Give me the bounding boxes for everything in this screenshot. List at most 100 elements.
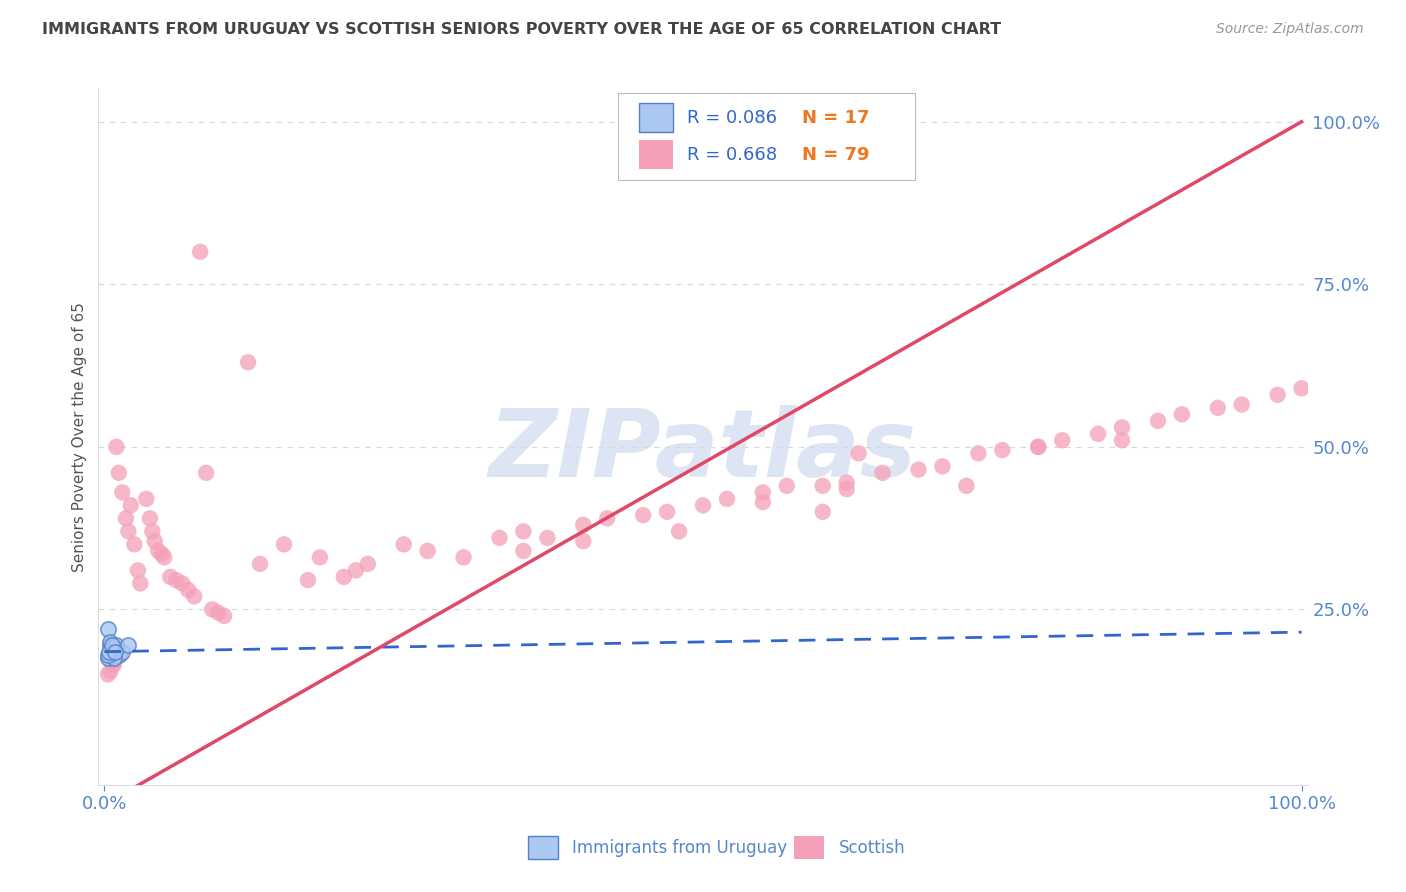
- Point: [195, 466, 218, 480]
- Point: [572, 534, 595, 549]
- Point: [1026, 440, 1049, 454]
- Point: [357, 557, 380, 571]
- Point: [1111, 434, 1133, 448]
- Point: [135, 491, 157, 506]
- FancyBboxPatch shape: [527, 837, 558, 859]
- Point: [631, 508, 654, 522]
- Point: [107, 466, 129, 480]
- Point: [309, 550, 332, 565]
- Point: [105, 641, 128, 656]
- Point: [1206, 401, 1229, 415]
- Point: [129, 576, 152, 591]
- Point: [835, 475, 858, 490]
- Point: [107, 648, 129, 662]
- Point: [1171, 407, 1194, 421]
- Point: [105, 638, 128, 652]
- Point: [872, 466, 894, 480]
- Point: [141, 524, 163, 539]
- Point: [907, 462, 929, 476]
- Point: [236, 355, 259, 369]
- Point: [117, 524, 139, 539]
- Point: [1050, 434, 1073, 448]
- Point: [1026, 440, 1049, 454]
- Point: [752, 495, 775, 509]
- Point: [143, 534, 166, 549]
- Point: [344, 563, 367, 577]
- Point: [1267, 388, 1289, 402]
- Point: [1230, 398, 1253, 412]
- Point: [111, 645, 134, 659]
- Y-axis label: Seniors Poverty Over the Age of 65: Seniors Poverty Over the Age of 65: [72, 302, 87, 572]
- Point: [453, 550, 475, 565]
- Point: [148, 544, 170, 558]
- Point: [249, 557, 271, 571]
- Point: [991, 443, 1014, 458]
- FancyBboxPatch shape: [619, 93, 915, 179]
- Point: [120, 499, 142, 513]
- Point: [111, 485, 134, 500]
- Point: [100, 664, 122, 678]
- Point: [183, 590, 205, 604]
- Point: [273, 537, 295, 551]
- Point: [97, 651, 120, 665]
- Point: [752, 485, 775, 500]
- Point: [1147, 414, 1170, 428]
- Text: R = 0.086: R = 0.086: [688, 109, 778, 127]
- Point: [207, 606, 229, 620]
- Point: [811, 505, 834, 519]
- FancyBboxPatch shape: [638, 103, 673, 132]
- Point: [104, 645, 127, 659]
- Point: [100, 641, 122, 656]
- Point: [100, 635, 122, 649]
- Point: [848, 446, 870, 460]
- Point: [201, 602, 224, 616]
- Point: [392, 537, 415, 551]
- Point: [172, 576, 194, 591]
- Point: [955, 479, 977, 493]
- Text: Scottish: Scottish: [838, 838, 905, 856]
- Point: [124, 537, 146, 551]
- Point: [159, 570, 181, 584]
- Text: Source: ZipAtlas.com: Source: ZipAtlas.com: [1216, 22, 1364, 37]
- FancyBboxPatch shape: [638, 140, 673, 169]
- Point: [177, 582, 200, 597]
- Point: [153, 550, 176, 565]
- Text: R = 0.668: R = 0.668: [688, 145, 778, 163]
- Point: [103, 657, 125, 672]
- Point: [835, 482, 858, 496]
- Point: [512, 544, 534, 558]
- Text: IMMIGRANTS FROM URUGUAY VS SCOTTISH SENIORS POVERTY OVER THE AGE OF 65 CORRELATI: IMMIGRANTS FROM URUGUAY VS SCOTTISH SENI…: [42, 22, 1001, 37]
- Point: [572, 517, 595, 532]
- Point: [536, 531, 558, 545]
- Point: [297, 573, 319, 587]
- Point: [101, 657, 124, 672]
- Point: [716, 491, 738, 506]
- Point: [150, 547, 173, 561]
- Point: [776, 479, 799, 493]
- Point: [98, 645, 121, 659]
- Point: [512, 524, 534, 539]
- Point: [488, 531, 510, 545]
- Point: [1087, 426, 1109, 441]
- Point: [188, 244, 211, 259]
- Point: [97, 622, 120, 636]
- Point: [139, 511, 162, 525]
- Text: ZIPatlas: ZIPatlas: [489, 405, 917, 497]
- Text: Immigrants from Uruguay: Immigrants from Uruguay: [572, 838, 787, 856]
- Point: [103, 651, 125, 665]
- Point: [931, 459, 953, 474]
- Point: [100, 638, 122, 652]
- Point: [97, 648, 120, 662]
- Point: [165, 573, 187, 587]
- Point: [212, 608, 235, 623]
- Point: [97, 667, 120, 681]
- Point: [117, 638, 139, 652]
- Point: [596, 511, 619, 525]
- Point: [655, 505, 678, 519]
- Point: [115, 511, 138, 525]
- Point: [100, 638, 122, 652]
- Text: N = 79: N = 79: [803, 145, 870, 163]
- Point: [668, 524, 690, 539]
- Point: [105, 440, 128, 454]
- FancyBboxPatch shape: [793, 837, 824, 859]
